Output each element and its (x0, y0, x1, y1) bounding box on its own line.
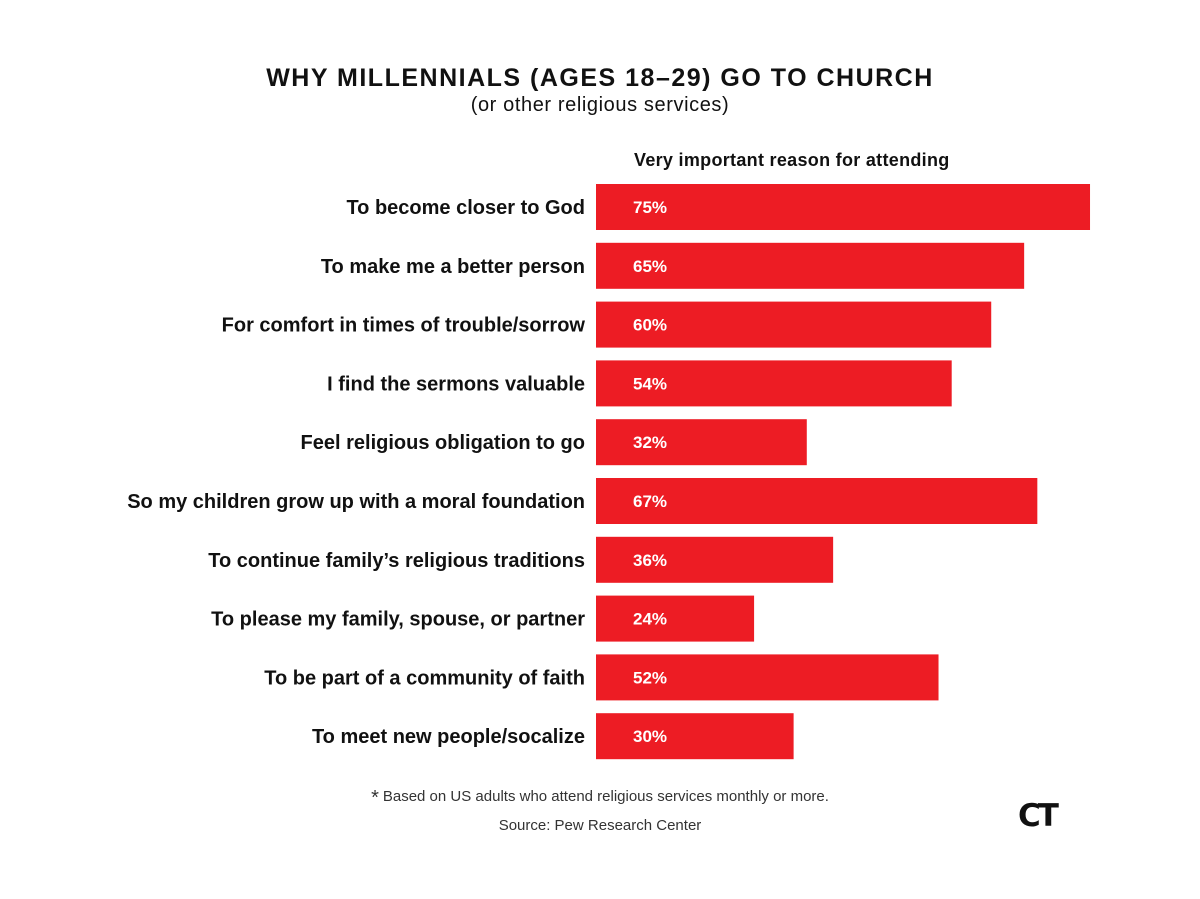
bar-value-label: 65% (633, 257, 667, 276)
category-label: To continue family’s religious tradition… (208, 550, 585, 572)
chart-title: WHY MILLENNIALS (AGES 18–29) GO TO CHURC… (266, 64, 934, 92)
bar-value-label: 24% (633, 610, 667, 629)
category-label: To meet new people/socalize (312, 726, 585, 748)
category-label: To please my family, spouse, or partner (211, 609, 585, 631)
bar (596, 184, 1091, 230)
source-note: Source: Pew Research Center (498, 817, 702, 834)
category-label: To become closer to God (346, 197, 585, 219)
bar (596, 301, 992, 348)
category-label: Feel religious obligation to go (301, 432, 585, 454)
chart-subtitle: (or other religious services) (470, 94, 730, 116)
bar (596, 713, 794, 760)
value-column-header: Very important reason for attending (634, 150, 950, 170)
bar-value-label: 60% (633, 316, 667, 335)
bar-value-label: 75% (633, 198, 667, 217)
bar (596, 419, 807, 466)
category-label: To make me a better person (321, 256, 585, 278)
bar (596, 595, 755, 642)
bar (596, 654, 939, 701)
bar (596, 242, 1025, 289)
bar-value-label: 52% (633, 668, 667, 687)
footnote-text: Based on US adults who attend religious … (382, 788, 829, 805)
bar-value-label: 36% (633, 551, 667, 570)
bar (596, 360, 952, 407)
bar (596, 536, 834, 583)
category-label: To be part of a community of faith (264, 667, 585, 689)
ct-logo: CT (1018, 798, 1059, 834)
bar-value-label: 67% (633, 492, 667, 511)
category-label: I find the sermons valuable (327, 373, 585, 395)
bar-value-label: 32% (633, 433, 667, 452)
bar-value-label: 30% (633, 727, 667, 746)
footnote: * Based on US adults who attend religious… (0, 787, 1200, 810)
footnote-asterisk: * (371, 787, 379, 809)
category-label: So my children grow up with a moral foun… (127, 491, 585, 513)
bar (596, 478, 1038, 524)
bar-value-label: 54% (633, 374, 667, 393)
category-label: For comfort in times of trouble/sorrow (222, 315, 586, 337)
